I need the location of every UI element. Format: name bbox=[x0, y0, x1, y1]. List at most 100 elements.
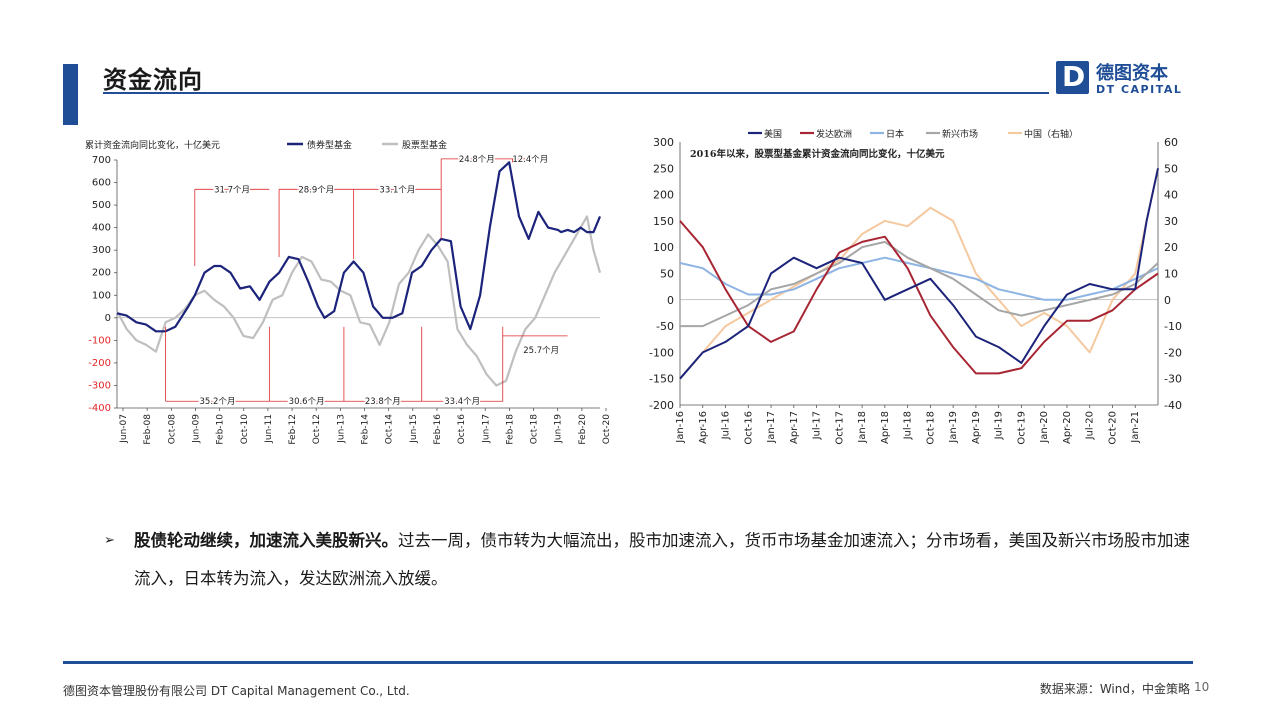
chart1-top-annot-label-0: 31.7个月 bbox=[214, 185, 250, 195]
chart2-xtick-label-0: Jan-16 bbox=[675, 411, 686, 444]
chart1-series-0 bbox=[116, 161, 602, 333]
chart1-xtick-label-5: Oct-10 bbox=[240, 414, 250, 445]
chart1-xtick-label-15: Jun-17 bbox=[481, 414, 491, 444]
chart2-ytick-right-label-10: 60 bbox=[1164, 136, 1178, 149]
chart1-legend-label-0: 债券型基金 bbox=[307, 139, 352, 151]
chart2-ytick-label-7: 150 bbox=[653, 215, 674, 228]
chart2-ytick-label-3: -50 bbox=[656, 320, 674, 333]
chart2-xtick-label-3: Oct-16 bbox=[743, 411, 754, 445]
chart1-svg: 累计资金流向同比变化，十亿美元 债券型基金 股票型基金 -400 -300 -200 -10… bbox=[85, 139, 612, 445]
chart2-xtick-label-5: Apr-17 bbox=[789, 411, 800, 444]
chart2-ytick-right-label-1: -30 bbox=[1164, 373, 1182, 386]
chart2-ytick-right-label-0: -40 bbox=[1164, 399, 1182, 412]
chart2-svg: 美国 发达欧洲 日本 新兴市场 中国（右轴） 2016年以来，股票型基金累计资金流向同比变… bbox=[649, 128, 1182, 445]
footer-source: 数据来源：Wind，中金策略 bbox=[1039, 682, 1190, 696]
chart2-xtick-label-15: Oct-19 bbox=[1016, 411, 1027, 445]
chart2-xtick-label-14: Jul-19 bbox=[994, 411, 1005, 440]
chart1-xtick-label-12: Jun-15 bbox=[409, 414, 419, 444]
chart2-xtick-label-10: Jul-18 bbox=[903, 411, 914, 440]
chart1-xtick-label-18: Jun-19 bbox=[554, 414, 564, 444]
chart2-xtick-label-17: Apr-20 bbox=[1062, 411, 1073, 444]
chart1-series-1 bbox=[116, 215, 602, 387]
chart1-bottom-annot-label-3: 33.4个月 bbox=[444, 397, 480, 407]
chart2-xtick-label-6: Jul-17 bbox=[812, 411, 823, 440]
chart2-xtick-label-18: Jul-20 bbox=[1085, 411, 1096, 440]
chart1-xtick-label-8: Oct-12 bbox=[312, 414, 322, 444]
chart2-ytick-right-label-8: 40 bbox=[1164, 189, 1178, 202]
chart2-ytick-right-label-4: 0 bbox=[1164, 294, 1171, 307]
chart1-ytick-label-3: -100 bbox=[88, 335, 111, 346]
chart2-xtick-label-2: Jul-16 bbox=[721, 411, 732, 440]
chart1-xtick-label-6: Jun-11 bbox=[264, 414, 274, 444]
chart1-ytick-label-11: 700 bbox=[92, 155, 111, 166]
chart2-series-1 bbox=[679, 220, 1159, 375]
equity-region-flow-chart: 美国 发达欧洲 日本 新兴市场 中国（右轴） 2016年以来，股票型基金累计资金流向同比变… bbox=[638, 128, 1198, 458]
chart2-xtick-label-12: Jan-19 bbox=[948, 411, 959, 444]
chart2-legend-label-1: 发达欧洲 bbox=[816, 128, 852, 140]
chart1-ytick-label-4: 0 bbox=[105, 313, 111, 324]
chart2-ytick-label-10: 300 bbox=[653, 136, 674, 149]
chart2-legend-label-0: 美国 bbox=[764, 128, 782, 140]
bullet-point: ➢ 股债轮动继续，加速流入美股新兴。过去一周，债市转为大幅流出，股市加速流入，货… bbox=[104, 522, 1204, 598]
chart1-xtick-label-11: Oct-14 bbox=[385, 414, 395, 445]
chart1-top-annot-label-3: 24.8个月 bbox=[459, 155, 495, 165]
chart1-ytick-label-0: -400 bbox=[88, 403, 111, 414]
chart2-xtick-label-13: Apr-19 bbox=[971, 411, 982, 444]
chart2-xtick-label-16: Jan-20 bbox=[1039, 411, 1050, 444]
bond-equity-flow-chart: 累计资金流向同比变化，十亿美元 债券型基金 股票型基金 -400 -300 -200 -10… bbox=[75, 128, 615, 458]
chart2-xtick-label-7: Oct-17 bbox=[834, 411, 845, 445]
title-rule bbox=[103, 92, 1049, 94]
chart1-ytick-label-6: 200 bbox=[92, 268, 111, 279]
chart2-title: 2016年以来，股票型基金累计资金流向同比变化，十亿美元 bbox=[690, 148, 945, 160]
chart1-xtick-label-9: Jun-13 bbox=[336, 414, 346, 444]
chart1-xtick-label-19: Feb-20 bbox=[578, 414, 588, 445]
chart2-legend-label-4: 中国（右轴） bbox=[1024, 128, 1078, 140]
chart1-ytick-label-2: -200 bbox=[88, 358, 111, 369]
chart1-ytick-label-8: 400 bbox=[92, 223, 111, 234]
chart2-xtick-label-8: Jan-18 bbox=[857, 411, 868, 444]
bullet-arrow-icon: ➢ bbox=[104, 533, 115, 548]
chart1-bottom-annot-label-0: 35.2个月 bbox=[200, 397, 236, 407]
chart2-xtick-label-20: Jan-21 bbox=[1130, 411, 1141, 444]
chart2-xtick-label-9: Apr-18 bbox=[880, 411, 891, 444]
company-logo: D 德图资本 DT CAPITAL bbox=[1056, 60, 1191, 97]
chart1-top-annot-label-4: 12.4个月 bbox=[512, 155, 548, 165]
title-accent-bar bbox=[63, 64, 78, 125]
chart1-top-annot-label-1: 28.9个月 bbox=[298, 185, 334, 195]
chart1-ytick-label-9: 500 bbox=[92, 200, 111, 211]
chart2-ytick-label-9: 250 bbox=[653, 162, 674, 175]
page-number: 10 bbox=[1194, 680, 1210, 694]
chart2-ytick-label-4: 0 bbox=[667, 294, 674, 307]
chart1-xtick-label-0: Jun-07 bbox=[119, 414, 129, 444]
chart1-top-annot-label-2: 33.1个月 bbox=[379, 185, 415, 195]
chart2-xtick-label-1: Apr-16 bbox=[698, 411, 709, 444]
chart2-ytick-right-label-2: -20 bbox=[1164, 346, 1182, 359]
chart2-xtick-label-4: Jan-17 bbox=[766, 411, 777, 444]
logo-mark-icon: D bbox=[1056, 60, 1089, 94]
chart2-ytick-right-label-6: 20 bbox=[1164, 241, 1178, 254]
chart2-ytick-label-2: -100 bbox=[649, 346, 674, 359]
chart2-series-0 bbox=[679, 168, 1159, 380]
chart1-bottom-annot-label-4: 25.7个月 bbox=[523, 346, 559, 356]
chart2-series-2 bbox=[679, 256, 1159, 301]
chart1-bottom-annot-label-2: 23.8个月 bbox=[365, 397, 401, 407]
logo-chinese-name: 德图资本 bbox=[1096, 63, 1168, 84]
chart1-xtick-label-17: Oct-18 bbox=[530, 414, 540, 445]
chart2-ytick-right-label-7: 30 bbox=[1164, 215, 1178, 228]
chart2-series-4 bbox=[679, 168, 1159, 380]
chart2-series-3 bbox=[680, 240, 1159, 328]
chart1-xtick-label-20: Oct-20 bbox=[602, 414, 612, 445]
chart1-xtick-label-7: Feb-12 bbox=[288, 414, 298, 445]
chart2-ytick-right-label-3: -10 bbox=[1164, 320, 1182, 333]
chart2-legend-label-3: 新兴市场 bbox=[942, 128, 978, 140]
chart2-ytick-right-label-5: 10 bbox=[1164, 268, 1178, 281]
chart1-xtick-label-16: Feb-18 bbox=[505, 414, 515, 445]
chart2-ytick-label-1: -150 bbox=[649, 373, 674, 386]
chart2-xtick-label-11: Oct-18 bbox=[925, 411, 936, 445]
chart1-xtick-label-2: Oct-08 bbox=[167, 414, 177, 445]
page-title: 资金流向 bbox=[103, 66, 203, 94]
footer-company: 德图资本管理股份有限公司 DT Capital Management Co., … bbox=[63, 684, 410, 698]
chart1-xtick-label-4: Feb-10 bbox=[216, 414, 226, 445]
chart1-bottom-annot-label-1: 30.6个月 bbox=[289, 397, 325, 407]
chart2-ytick-label-6: 100 bbox=[653, 241, 674, 254]
